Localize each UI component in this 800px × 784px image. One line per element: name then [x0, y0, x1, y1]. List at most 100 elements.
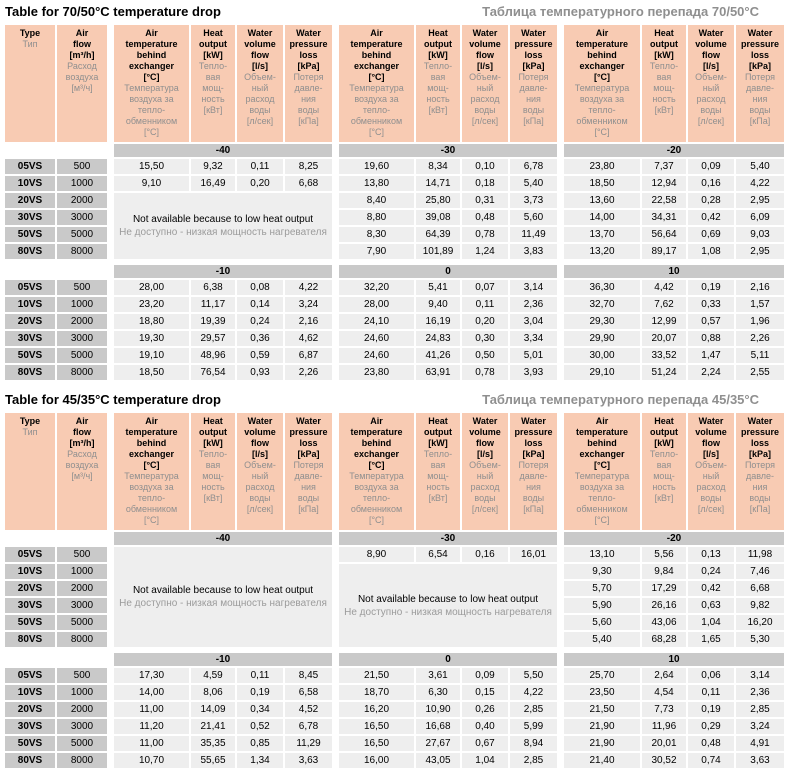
section-gap-cell [5, 649, 784, 651]
column-gap [109, 176, 112, 191]
type-label-en: Type [19, 416, 41, 426]
band-header: 10 [564, 653, 784, 666]
data-cell: 16,19 [416, 314, 460, 329]
column-gap [334, 753, 337, 768]
water-volume-label-ru: Объем- ный расход воды [л/сек] [244, 460, 276, 514]
table-row: 05VS 500 Not available because to low heat… [5, 547, 784, 647]
column-header-air-temp: Air temperature behind exchanger [°C] Тем… [339, 25, 414, 142]
data-cell: 1,47 [688, 348, 734, 363]
column-gap [559, 348, 562, 363]
data-cell: 0,50 [462, 348, 508, 363]
column-gap [334, 176, 337, 191]
column-gap [334, 581, 337, 596]
data-cell: 17,29 [642, 581, 686, 596]
column-gap [334, 210, 337, 225]
data-cell: 0,15 [462, 685, 508, 700]
data-cell: 4,59 [191, 668, 235, 683]
column-header-water-pressure: Water pressure loss [kPa] Потеря давле- н… [736, 25, 784, 142]
not-available-cell: Not available because to low heat output… [114, 193, 332, 259]
column-gap [109, 193, 112, 208]
data-cell: 0,29 [688, 719, 734, 734]
section-gap-row [5, 649, 784, 651]
data-cell: 2,55 [736, 365, 784, 380]
column-gap [334, 265, 337, 278]
data-cell: 2,95 [736, 193, 784, 208]
heat-output-label-en: Heat output [kW] [650, 28, 678, 60]
data-cell: 21,41 [191, 719, 235, 734]
row-type-cell: 05VS [5, 280, 55, 295]
data-cell: 101,89 [416, 244, 460, 259]
data-cell: 8,45 [285, 668, 332, 683]
column-header-water-pressure: Water pressure loss [kPa] Потеря давле- н… [510, 413, 557, 530]
column-header-heat-output: Heat output [kW] Тепло- вая мощ- ность [к… [416, 413, 460, 530]
column-header-air-temp: Air temperature behind exchanger [°C] Тем… [564, 413, 640, 530]
table-row: 10VS 1000 14,00 8,06 0,19 6,58 18,70 6,30 0,15 4,… [5, 685, 784, 700]
air-flow-cell: 3000 [57, 598, 107, 613]
data-cell: 2,36 [510, 297, 557, 312]
data-cell: 0,16 [688, 176, 734, 191]
column-gap [109, 331, 112, 346]
data-cell: 16,20 [736, 615, 784, 630]
data-cell: 21,90 [564, 736, 640, 751]
data-cell: 26,16 [642, 598, 686, 613]
table-row: 50VS 5000 5,60 43,06 1,04 16,20 [5, 615, 784, 630]
column-gap [559, 668, 562, 683]
data-cell: 14,71 [416, 176, 460, 191]
data-cell: 9,84 [642, 564, 686, 579]
data-cell: 21,50 [339, 668, 414, 683]
column-header-heat-output: Heat output [kW] Тепло- вая мощ- ность [к… [642, 25, 686, 142]
header-row: Type Тип Air flow [m³/h] Расход воздуха [м³… [5, 25, 784, 142]
air-flow-cell: 500 [57, 668, 107, 683]
air-flow-cell: 5000 [57, 348, 107, 363]
air-flow-cell: 1000 [57, 685, 107, 700]
data-cell: 21,90 [564, 719, 640, 734]
column-gap [334, 685, 337, 700]
data-cell: 2,26 [736, 331, 784, 346]
data-cell: 0,28 [688, 193, 734, 208]
band-header: -10 [114, 653, 332, 666]
type-label-ru: Тип [22, 39, 38, 49]
table-row: 80VS 8000 18,50 76,54 0,93 2,26 23,80 63,91 0,78… [5, 365, 784, 380]
air-flow-cell: 1000 [57, 297, 107, 312]
data-cell: 2,16 [285, 314, 332, 329]
data-cell: 1,08 [688, 244, 734, 259]
data-cell: 8,40 [339, 193, 414, 208]
water-pressure-label-ru: Потеря давле- ния воды [кПа] [518, 460, 549, 514]
data-cell: 1,24 [462, 244, 508, 259]
data-cell: 14,00 [114, 685, 189, 700]
data-cell: 56,64 [642, 227, 686, 242]
column-header-water-volume: Water volume flow [l/s] Объем- ный расход… [688, 413, 734, 530]
column-gap [334, 653, 337, 666]
column-gap [334, 25, 337, 142]
column-gap [109, 668, 112, 683]
data-cell: 2,26 [285, 365, 332, 380]
data-cell: 6,30 [416, 685, 460, 700]
data-cell: 0,88 [688, 331, 734, 346]
data-cell: 5,50 [510, 668, 557, 683]
column-gap [559, 210, 562, 225]
row-type-cell: 05VS [5, 668, 55, 683]
data-cell: 29,90 [564, 331, 640, 346]
not-available-text-ru: Не доступно - низкая мощность нагревател… [119, 227, 327, 238]
not-available-text-ru: Не доступно - низкая мощность нагревател… [344, 606, 552, 618]
column-gap [334, 564, 337, 579]
column-gap [109, 25, 112, 142]
data-cell: 22,58 [642, 193, 686, 208]
data-cell: 0,69 [688, 227, 734, 242]
data-cell: 4,62 [285, 331, 332, 346]
data-cell: 6,68 [285, 176, 332, 191]
table-row: 05VS 500 28,00 6,38 0,08 4,22 32,20 5,41 0,07 3,1… [5, 280, 784, 295]
temperature-drop-table-70-50: Type Тип Air flow [m³/h] Расход воздуха [м³… [3, 23, 786, 382]
data-cell: 0,16 [462, 547, 508, 562]
data-cell: 4,22 [736, 176, 784, 191]
data-cell: 0,08 [237, 280, 283, 295]
data-cell: 89,17 [642, 244, 686, 259]
data-cell: 8,90 [339, 547, 414, 562]
data-cell: 55,65 [191, 753, 235, 768]
column-gap [334, 314, 337, 329]
data-cell: 5,40 [564, 632, 640, 647]
data-cell: 0,20 [462, 314, 508, 329]
air-flow-label-ru: Расход воздуха [м³/ч] [65, 449, 99, 481]
data-cell: 24,60 [339, 331, 414, 346]
column-header-air-temp: Air temperature behind exchanger [°C] Тем… [114, 25, 189, 142]
